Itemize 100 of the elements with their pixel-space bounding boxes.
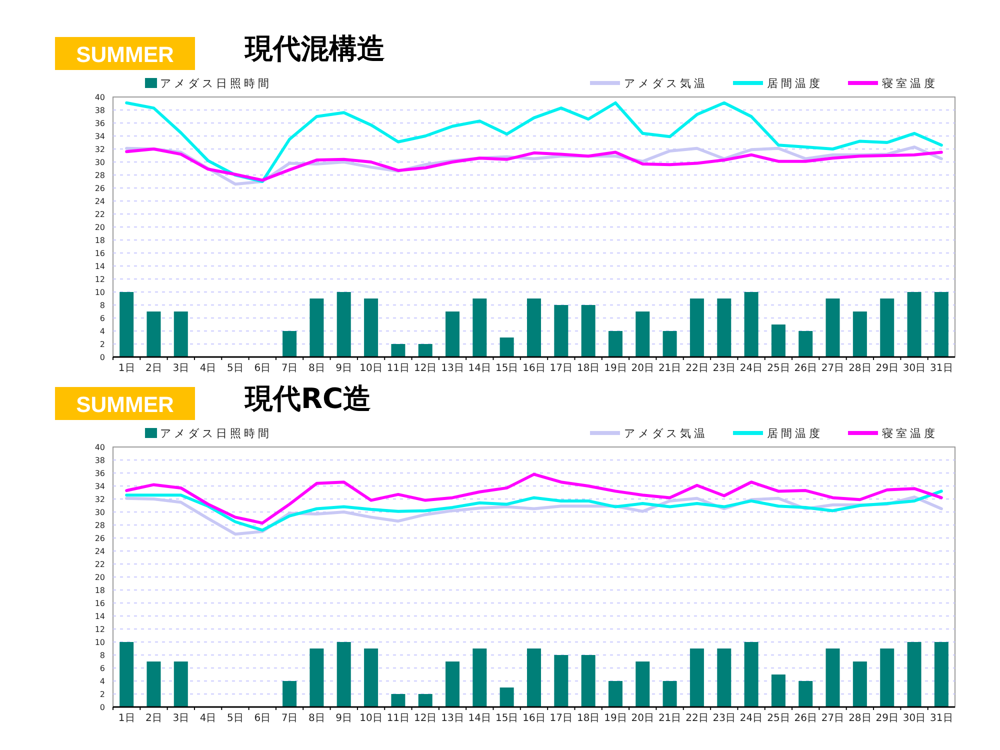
y-tick-label: 26 (94, 534, 105, 543)
x-tick-label: 28日 (848, 713, 872, 724)
x-tick-label: 10日 (360, 713, 382, 724)
y-tick-label: 8 (100, 651, 105, 660)
bar (798, 331, 813, 357)
y-tick-label: 34 (94, 482, 105, 491)
bar (336, 642, 351, 707)
bar (662, 681, 677, 707)
legend-label: 居間温度 (767, 427, 823, 440)
y-tick-label: 0 (100, 353, 105, 362)
y-tick-label: 36 (94, 119, 105, 128)
y-tick-label: 2 (100, 340, 105, 349)
bar (717, 648, 732, 707)
bar (934, 292, 948, 357)
bar (744, 642, 758, 707)
bar (120, 642, 134, 707)
bar (391, 694, 406, 707)
bar (364, 298, 378, 357)
x-tick-label: 30日 (902, 713, 926, 724)
y-tick-label: 12 (94, 275, 105, 284)
y-tick-label: 6 (100, 664, 105, 673)
y-tick-label: 14 (94, 262, 105, 271)
bar (826, 648, 840, 707)
bar (907, 642, 922, 707)
x-tick-label: 8日 (308, 363, 325, 374)
chart-title: 現代RC造 (244, 382, 372, 415)
y-tick-label: 10 (94, 638, 105, 647)
legend-label: アメダス気温 (624, 427, 708, 440)
x-tick-label: 9日 (336, 713, 352, 724)
x-tick-label: 7日 (281, 363, 298, 374)
bar (581, 305, 596, 357)
x-tick-label: 25日 (767, 713, 790, 724)
y-tick-label: 26 (94, 184, 105, 193)
bar (418, 694, 432, 707)
x-tick-label: 20日 (631, 713, 654, 724)
y-tick-label: 0 (100, 703, 105, 712)
x-tick-label: 13日 (441, 363, 464, 374)
bar (608, 681, 622, 707)
y-tick-label: 28 (94, 521, 105, 530)
bar (146, 312, 161, 357)
legend-label: 寝室温度 (882, 427, 938, 440)
y-tick-label: 16 (94, 599, 105, 608)
y-tick-label: 32 (94, 145, 105, 154)
y-tick-label: 40 (94, 93, 105, 102)
y-tick-label: 22 (94, 560, 105, 569)
bar (880, 298, 894, 357)
x-tick-label: 6日 (254, 713, 271, 724)
bar (880, 648, 894, 707)
x-tick-label: 14日 (468, 713, 492, 724)
bar (310, 298, 324, 357)
legend-label: アメダス日照時間 (160, 427, 272, 440)
x-tick-label: 17日 (550, 363, 573, 374)
x-tick-label: 2日 (146, 713, 162, 724)
x-tick-label: 5日 (227, 713, 244, 724)
legend-label: 寝室温度 (882, 77, 938, 90)
bar (336, 292, 351, 357)
x-tick-label: 19日 (604, 713, 627, 724)
line-series (125, 101, 943, 183)
x-tick-label: 8日 (308, 713, 325, 724)
bar (282, 331, 297, 357)
x-tick-label: 20日 (631, 363, 654, 374)
bar (581, 655, 596, 707)
x-tick-label: 18日 (576, 713, 600, 724)
x-tick-label: 27日 (821, 713, 844, 724)
bar (717, 298, 732, 357)
x-tick-label: 23日 (712, 713, 736, 724)
bar (934, 642, 948, 707)
y-tick-label: 38 (94, 106, 105, 115)
x-tick-label: 27日 (821, 363, 844, 374)
x-tick-label: 1日 (118, 713, 135, 724)
y-tick-label: 38 (94, 456, 105, 465)
bar (690, 648, 704, 707)
bar (826, 298, 840, 357)
bar (146, 662, 161, 707)
x-tick-label: 16日 (522, 713, 546, 724)
bar (527, 298, 541, 357)
bar (446, 662, 460, 707)
x-tick-label: 21日 (658, 363, 682, 374)
legend-label: アメダス気温 (624, 77, 708, 90)
x-tick-label: 31日 (930, 713, 953, 724)
bar (282, 681, 297, 707)
bar (636, 312, 650, 357)
x-tick-label: 24日 (740, 363, 763, 374)
y-tick-label: 6 (100, 314, 105, 323)
x-tick-label: 7日 (281, 713, 298, 724)
bar (310, 648, 324, 707)
y-tick-label: 10 (94, 288, 105, 297)
bar (472, 648, 487, 707)
x-tick-label: 24日 (740, 713, 763, 724)
x-tick-label: 13日 (441, 713, 464, 724)
line-series (125, 472, 943, 525)
x-tick-label: 1日 (118, 363, 135, 374)
y-tick-label: 20 (94, 573, 105, 582)
bar (174, 312, 188, 357)
x-tick-label: 26日 (794, 713, 817, 724)
x-tick-label: 12日 (414, 363, 437, 374)
x-tick-label: 30日 (902, 363, 926, 374)
bar (120, 292, 134, 357)
y-tick-label: 14 (94, 612, 105, 621)
bar (174, 662, 188, 707)
